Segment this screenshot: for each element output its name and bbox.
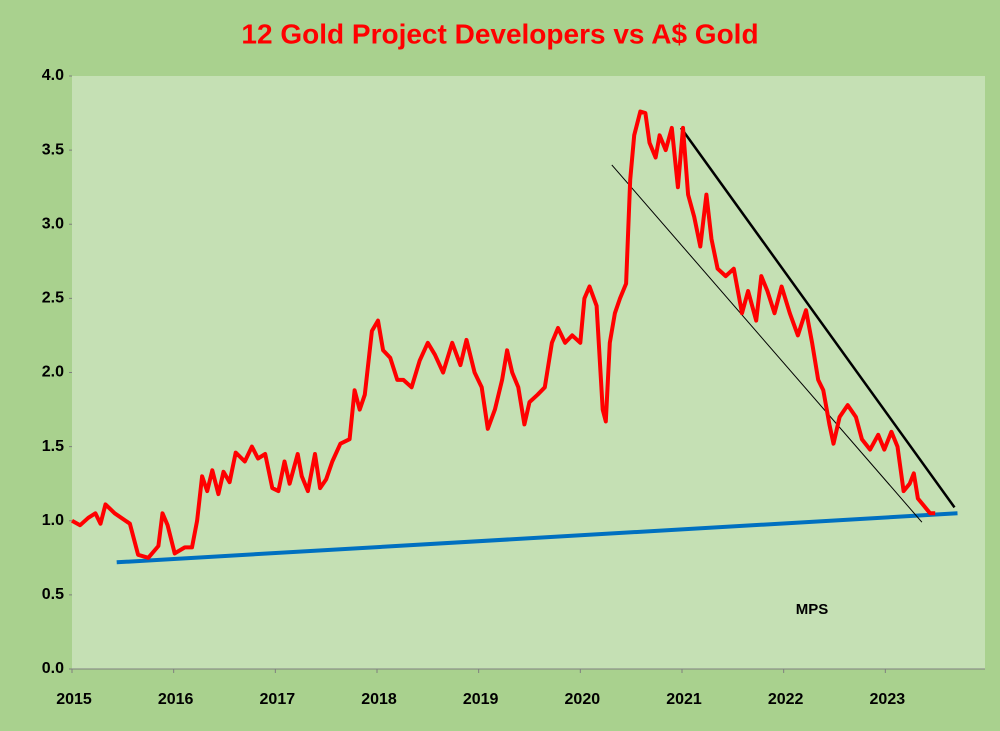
y-tick-label: 3.0 [42,215,64,232]
x-tick-label: 2021 [666,691,702,708]
annotation: MPS [796,601,829,618]
chart-title: 12 Gold Project Developers vs A$ Gold [241,18,758,49]
y-tick-label: 0.0 [42,660,64,677]
x-tick-label: 2018 [361,691,397,708]
trend-line [611,164,923,523]
x-tick-label: 2023 [870,691,906,708]
y-tick-label: 4.0 [42,67,64,84]
x-tick-label: 2022 [768,691,804,708]
trend-line [116,511,958,565]
trend-line [679,127,956,509]
x-tick-label: 2019 [463,691,499,708]
series-line [71,109,936,560]
plot-area [72,76,985,669]
y-tick-label: 0.5 [42,586,64,603]
x-tick-label: 2020 [565,691,601,708]
x-tick-label: 2015 [56,691,92,708]
y-tick-label: 1.0 [42,512,64,529]
y-tick-label: 3.5 [42,141,64,158]
y-tick-label: 2.0 [42,364,64,381]
x-tick-label: 2017 [260,691,296,708]
y-tick-label: 2.5 [42,290,64,307]
y-tick-label: 1.5 [42,438,64,455]
x-tick-label: 2016 [158,691,194,708]
